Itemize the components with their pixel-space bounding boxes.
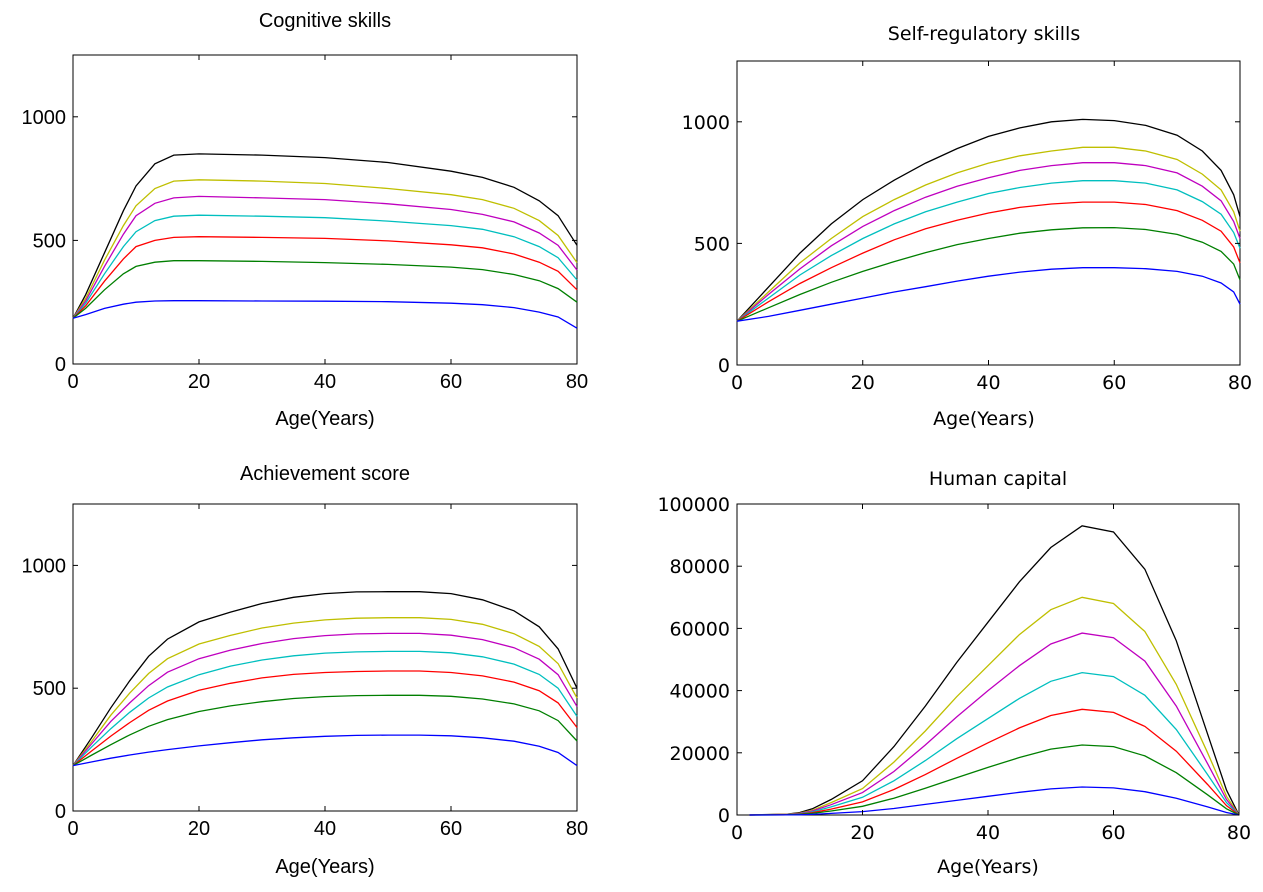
series-line-2 bbox=[72, 617, 578, 766]
series-line-5 bbox=[736, 201, 1241, 322]
series-line-6 bbox=[72, 260, 578, 319]
series-line-3 bbox=[72, 632, 578, 767]
x-axis-label: Age(Years) bbox=[933, 408, 1035, 430]
x-tick-label: 20 bbox=[188, 818, 210, 840]
chart-title: Self-regulatory skills bbox=[888, 23, 1080, 45]
x-tick-label: 60 bbox=[1101, 822, 1125, 844]
x-tick-label: 80 bbox=[566, 371, 588, 393]
series-line-2 bbox=[72, 179, 578, 319]
x-tick-label: 0 bbox=[731, 372, 743, 394]
x-tick-label: 40 bbox=[976, 822, 1000, 844]
x-tick-label: 20 bbox=[851, 372, 875, 394]
x-tick-label: 40 bbox=[976, 372, 1000, 394]
y-tick-label: 500 bbox=[33, 230, 66, 252]
series-line-6 bbox=[72, 694, 578, 767]
series-line-1 bbox=[72, 153, 578, 319]
x-axis-label: Age(Years) bbox=[937, 856, 1039, 878]
x-tick-label: 80 bbox=[1227, 822, 1251, 844]
x-tick-label: 80 bbox=[1228, 372, 1252, 394]
plot-area bbox=[736, 503, 1240, 816]
series-line-7 bbox=[72, 300, 578, 329]
series-line-3 bbox=[736, 162, 1241, 322]
series-line-4 bbox=[72, 650, 578, 767]
series-line-7 bbox=[749, 786, 1240, 816]
y-tick-label: 1000 bbox=[682, 112, 730, 134]
chart-achievement-score: Achievement score 0 20 40 60 80 0 500 1000 Age… bbox=[22, 463, 589, 878]
series-line-5 bbox=[749, 708, 1240, 816]
x-tick-label: 0 bbox=[731, 822, 743, 844]
series-line-7 bbox=[736, 267, 1241, 322]
series-line-3 bbox=[72, 195, 578, 319]
y-tick-label: 80000 bbox=[670, 556, 730, 578]
x-tick-label: 60 bbox=[1102, 372, 1126, 394]
x-tick-label: 0 bbox=[67, 371, 78, 393]
y-tick-label: 0 bbox=[55, 801, 66, 823]
series-line-1 bbox=[749, 525, 1240, 816]
series-line-2 bbox=[749, 596, 1240, 816]
plot-area bbox=[72, 54, 578, 365]
series-line-1 bbox=[72, 591, 578, 766]
x-axis-label: Age(Years) bbox=[275, 856, 374, 878]
series-line-4 bbox=[749, 671, 1240, 816]
y-tick-label: 0 bbox=[718, 355, 730, 377]
y-tick-label: 100000 bbox=[657, 494, 730, 516]
y-tick-label: 0 bbox=[55, 354, 66, 376]
plot-area bbox=[72, 503, 578, 812]
chart-human-capital: Human capital 0 20 40 60 80 0 20000 40000 60000… bbox=[657, 468, 1251, 878]
series-line-7 bbox=[72, 734, 578, 767]
x-tick-label: 0 bbox=[67, 818, 78, 840]
series-line-1 bbox=[736, 118, 1241, 322]
y-tick-label: 500 bbox=[694, 233, 730, 255]
x-tick-label: 80 bbox=[566, 818, 588, 840]
y-tick-label: 500 bbox=[33, 678, 66, 700]
y-tick-label: 60000 bbox=[670, 618, 730, 640]
y-tick-label: 0 bbox=[718, 805, 730, 827]
x-tick-label: 20 bbox=[850, 822, 874, 844]
x-tick-label: 40 bbox=[314, 818, 336, 840]
x-tick-label: 20 bbox=[188, 371, 210, 393]
x-tick-label: 40 bbox=[314, 371, 336, 393]
y-tick-label: 1000 bbox=[22, 107, 67, 129]
x-axis-label: Age(Years) bbox=[275, 408, 374, 430]
series-line-4 bbox=[736, 180, 1241, 322]
chart-self-regulatory-skills: Self-regulatory skills 0 20 40 60 80 0 500 100… bbox=[682, 23, 1252, 430]
y-tick-label: 40000 bbox=[670, 681, 730, 703]
y-tick-label: 1000 bbox=[22, 555, 67, 577]
x-tick-label: 60 bbox=[440, 371, 462, 393]
series-line-3 bbox=[749, 632, 1240, 816]
series-line-4 bbox=[72, 214, 578, 319]
series-line-6 bbox=[749, 744, 1240, 816]
y-tick-label: 20000 bbox=[670, 743, 730, 765]
x-tick-label: 60 bbox=[440, 818, 462, 840]
chart-title: Human capital bbox=[929, 468, 1067, 490]
chart-title: Cognitive skills bbox=[259, 10, 391, 32]
chart-cognitive-skills: Cognitive skills 0 20 40 60 80 0 500 1000 Age(… bbox=[22, 10, 589, 430]
series-line-6 bbox=[736, 226, 1241, 322]
series-line-5 bbox=[72, 670, 578, 767]
series-line-5 bbox=[72, 236, 578, 319]
chart-title: Achievement score bbox=[240, 463, 410, 485]
series-line-2 bbox=[736, 146, 1241, 322]
